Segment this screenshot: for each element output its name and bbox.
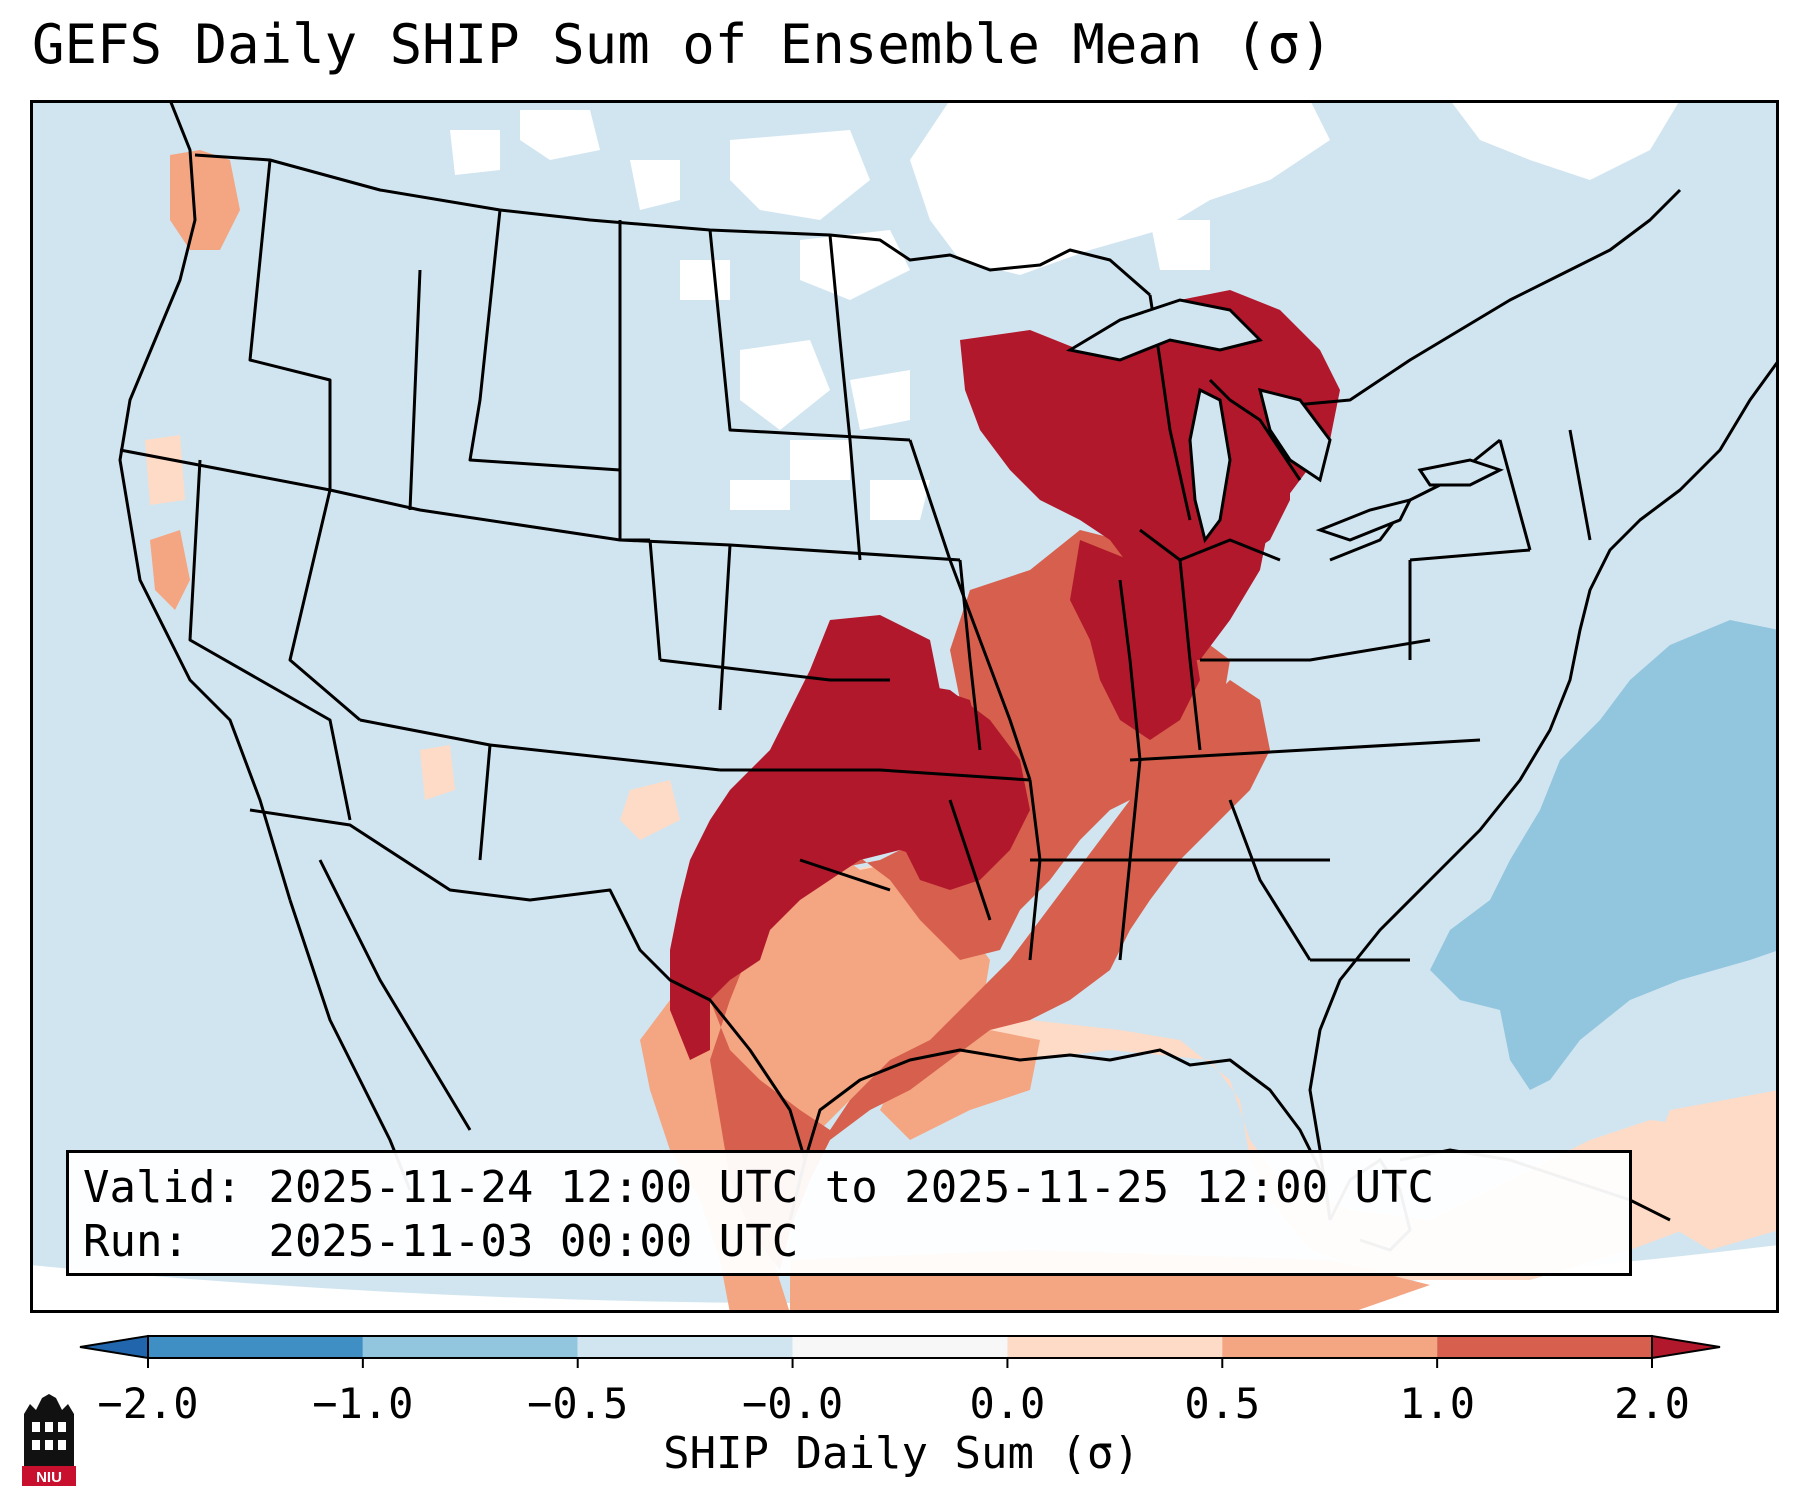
colorbar: −2.0 −1.0 −0.5 −0.0 0.0 0.5 1.0 2.0 — [79, 1334, 1721, 1428]
oklahoma-extreme-positive — [880, 680, 1030, 890]
atlantic-negative-region — [1430, 620, 1779, 1090]
canada-white-patches — [450, 100, 1680, 520]
california-moderate-positive-2 — [145, 435, 185, 505]
lake-huron — [1257, 387, 1332, 483]
colorbar-segment — [577, 1336, 793, 1358]
colorbar-segment — [792, 1336, 1008, 1358]
colorbar-tick-label: 1.0 — [1399, 1379, 1475, 1428]
colorbar-extend-high — [1651, 1334, 1721, 1360]
pacific-coast — [118, 100, 292, 901]
colorbar-tick-label: 0.0 — [969, 1379, 1045, 1428]
atlantic-coast — [1308, 359, 1779, 1221]
colorbar-tick-label: −2.0 — [97, 1379, 198, 1428]
colorbar-segment — [1437, 1336, 1652, 1358]
run-label: Run: — [83, 1216, 189, 1267]
run-value: 2025-11-03 00:00 UTC — [268, 1216, 799, 1267]
colorbar-segment — [1007, 1336, 1223, 1358]
lake-ontario — [1417, 458, 1504, 487]
colorbar-segment — [362, 1336, 578, 1358]
california-moderate-positive — [150, 530, 190, 610]
gulf-of-california-coast — [318, 859, 472, 1131]
midwest-extreme-positive — [1070, 540, 1200, 740]
colorbar-extend-low — [79, 1334, 149, 1360]
us-mexico-border — [249, 808, 807, 1161]
us-canada-border — [194, 153, 1151, 297]
logo-text: NIU — [36, 1469, 62, 1486]
colorbar-tick-label: 0.5 — [1184, 1379, 1260, 1428]
gulf-coast — [788, 1048, 1332, 1221]
lake-superior — [1065, 298, 1263, 362]
pacific-nw-strong-positive — [170, 150, 240, 250]
colorbar-tick-label: 2.0 — [1614, 1379, 1690, 1428]
lake-erie — [1315, 497, 1413, 542]
logo-badge — [22, 1466, 76, 1486]
valid-label: Valid: — [83, 1162, 242, 1213]
colorbar-label: SHIP Daily Sum (σ) — [663, 1428, 1140, 1479]
lake-michigan — [1188, 387, 1232, 544]
great-lakes — [1065, 298, 1504, 544]
nevada-weak-positive — [420, 745, 455, 800]
boundaries — [118, 100, 1779, 1221]
map-canvas — [30, 100, 1779, 1313]
info-box: Valid: 2025-11-24 12:00 UTC to 2025-11-2… — [66, 1150, 1632, 1276]
colorbar-segment — [148, 1336, 363, 1358]
colorbar-tick-label: −1.0 — [312, 1379, 413, 1428]
map-panel — [30, 100, 1779, 1313]
map-title: GEFS Daily SHIP Sum of Ensemble Mean (σ) — [32, 13, 1333, 76]
baja-coast — [288, 899, 412, 1191]
colorbar-outline — [147, 1335, 1653, 1359]
us-canada-border-east — [1294, 188, 1682, 407]
colorbar-tick-label: −0.0 — [742, 1379, 843, 1428]
colorbar-ticks: −2.0 −1.0 −0.5 −0.0 0.0 0.5 1.0 2.0 — [97, 1358, 1690, 1428]
valid-value: 2025-11-24 12:00 UTC to 2025-11-25 12:00… — [268, 1162, 1435, 1213]
great-lakes-extreme-positive — [960, 290, 1340, 660]
colorbar-segments — [79, 1334, 1721, 1360]
map-frame — [30, 100, 1779, 1313]
niu-logo: NIU — [22, 1394, 76, 1486]
caribbean-weak-positive — [1650, 1090, 1779, 1250]
colorbar-segment — [1222, 1336, 1438, 1358]
new-mexico-weak-positive — [620, 780, 680, 840]
colorbar-tick-label: −0.5 — [527, 1379, 628, 1428]
